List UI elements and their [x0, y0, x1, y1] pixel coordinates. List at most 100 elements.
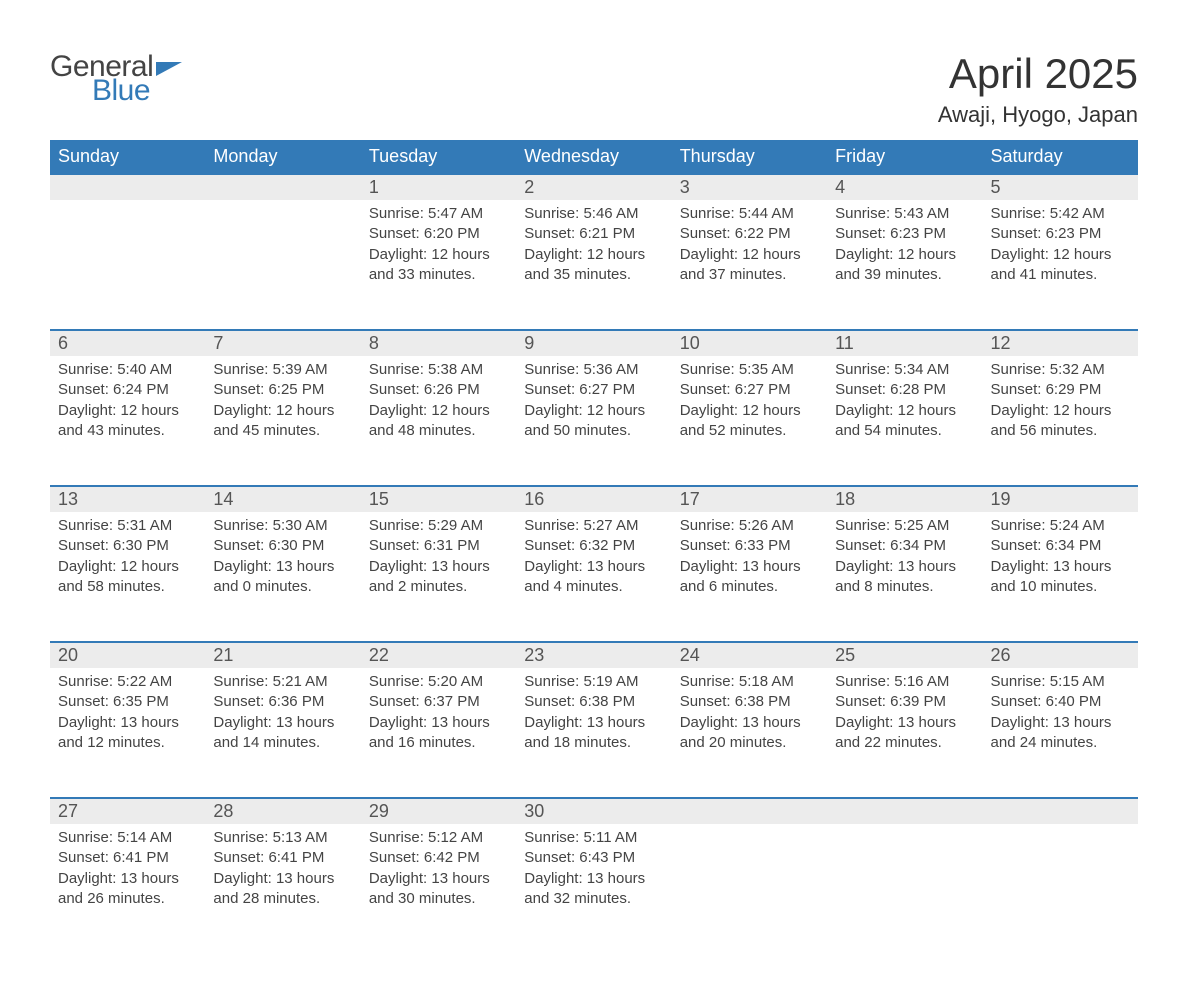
day-content: Sunrise: 5:25 AMSunset: 6:34 PMDaylight:… [827, 512, 982, 605]
daylight1-text: Daylight: 13 hours [369, 713, 508, 733]
daylight1-text: Daylight: 12 hours [524, 401, 663, 421]
day-number-cell: 24 [672, 642, 827, 668]
day-cell: Sunrise: 5:27 AMSunset: 6:32 PMDaylight:… [516, 512, 671, 642]
sunset-text: Sunset: 6:39 PM [835, 692, 974, 712]
sunrise-text: Sunrise: 5:12 AM [369, 828, 508, 848]
day-cell: Sunrise: 5:21 AMSunset: 6:36 PMDaylight:… [205, 668, 360, 798]
sunrise-text: Sunrise: 5:26 AM [680, 516, 819, 536]
day-cell [983, 824, 1138, 954]
day-cell: Sunrise: 5:30 AMSunset: 6:30 PMDaylight:… [205, 512, 360, 642]
daylight2-text: and 32 minutes. [524, 889, 663, 909]
sunrise-text: Sunrise: 5:13 AM [213, 828, 352, 848]
daylight2-text: and 56 minutes. [991, 421, 1130, 441]
day-content: Sunrise: 5:47 AMSunset: 6:20 PMDaylight:… [361, 200, 516, 293]
day-content: Sunrise: 5:40 AMSunset: 6:24 PMDaylight:… [50, 356, 205, 449]
sunset-text: Sunset: 6:27 PM [680, 380, 819, 400]
sunset-text: Sunset: 6:41 PM [58, 848, 197, 868]
day-content: Sunrise: 5:13 AMSunset: 6:41 PMDaylight:… [205, 824, 360, 917]
daylight2-text: and 35 minutes. [524, 265, 663, 285]
sunrise-text: Sunrise: 5:19 AM [524, 672, 663, 692]
daylight1-text: Daylight: 12 hours [835, 401, 974, 421]
daylight1-text: Daylight: 13 hours [524, 713, 663, 733]
day-number-cell: 30 [516, 798, 671, 824]
day-cell: Sunrise: 5:43 AMSunset: 6:23 PMDaylight:… [827, 200, 982, 330]
day-cell: Sunrise: 5:42 AMSunset: 6:23 PMDaylight:… [983, 200, 1138, 330]
sunrise-text: Sunrise: 5:31 AM [58, 516, 197, 536]
daylight2-text: and 14 minutes. [213, 733, 352, 753]
day-number-cell: 23 [516, 642, 671, 668]
daylight1-text: Daylight: 13 hours [524, 869, 663, 889]
daylight2-text: and 41 minutes. [991, 265, 1130, 285]
day-number-row: 6789101112 [50, 330, 1138, 356]
sunset-text: Sunset: 6:23 PM [835, 224, 974, 244]
daylight1-text: Daylight: 13 hours [991, 713, 1130, 733]
day-content: Sunrise: 5:30 AMSunset: 6:30 PMDaylight:… [205, 512, 360, 605]
weekday-header: Tuesday [361, 140, 516, 174]
day-number-cell: 4 [827, 174, 982, 200]
sunrise-text: Sunrise: 5:21 AM [213, 672, 352, 692]
sunrise-text: Sunrise: 5:14 AM [58, 828, 197, 848]
daylight2-text: and 28 minutes. [213, 889, 352, 909]
day-number-cell [50, 174, 205, 200]
day-number-cell: 3 [672, 174, 827, 200]
weekday-header-row: Sunday Monday Tuesday Wednesday Thursday… [50, 140, 1138, 174]
daylight2-text: and 24 minutes. [991, 733, 1130, 753]
daylight2-text: and 37 minutes. [680, 265, 819, 285]
sunrise-text: Sunrise: 5:32 AM [991, 360, 1130, 380]
daylight2-text: and 0 minutes. [213, 577, 352, 597]
sunrise-text: Sunrise: 5:16 AM [835, 672, 974, 692]
day-number-cell: 18 [827, 486, 982, 512]
day-cell: Sunrise: 5:36 AMSunset: 6:27 PMDaylight:… [516, 356, 671, 486]
day-content: Sunrise: 5:15 AMSunset: 6:40 PMDaylight:… [983, 668, 1138, 761]
sunset-text: Sunset: 6:32 PM [524, 536, 663, 556]
daylight2-text: and 30 minutes. [369, 889, 508, 909]
day-cell [827, 824, 982, 954]
daylight1-text: Daylight: 12 hours [369, 245, 508, 265]
daylight2-text: and 26 minutes. [58, 889, 197, 909]
daylight2-text: and 39 minutes. [835, 265, 974, 285]
daylight1-text: Daylight: 12 hours [680, 245, 819, 265]
day-number-cell: 6 [50, 330, 205, 356]
day-cell: Sunrise: 5:35 AMSunset: 6:27 PMDaylight:… [672, 356, 827, 486]
daylight2-text: and 6 minutes. [680, 577, 819, 597]
sunrise-text: Sunrise: 5:40 AM [58, 360, 197, 380]
sunset-text: Sunset: 6:31 PM [369, 536, 508, 556]
daylight1-text: Daylight: 12 hours [680, 401, 819, 421]
daylight1-text: Daylight: 13 hours [213, 713, 352, 733]
daylight2-text: and 52 minutes. [680, 421, 819, 441]
daylight2-text: and 20 minutes. [680, 733, 819, 753]
sunset-text: Sunset: 6:26 PM [369, 380, 508, 400]
sunrise-text: Sunrise: 5:34 AM [835, 360, 974, 380]
day-number-row: 27282930 [50, 798, 1138, 824]
day-cell: Sunrise: 5:16 AMSunset: 6:39 PMDaylight:… [827, 668, 982, 798]
header: General Blue April 2025 Awaji, Hyogo, Ja… [50, 50, 1138, 128]
sunrise-text: Sunrise: 5:43 AM [835, 204, 974, 224]
daylight1-text: Daylight: 13 hours [524, 557, 663, 577]
day-cell: Sunrise: 5:15 AMSunset: 6:40 PMDaylight:… [983, 668, 1138, 798]
daylight1-text: Daylight: 12 hours [835, 245, 974, 265]
week-content-row: Sunrise: 5:31 AMSunset: 6:30 PMDaylight:… [50, 512, 1138, 642]
day-content: Sunrise: 5:21 AMSunset: 6:36 PMDaylight:… [205, 668, 360, 761]
day-cell: Sunrise: 5:11 AMSunset: 6:43 PMDaylight:… [516, 824, 671, 954]
day-content: Sunrise: 5:26 AMSunset: 6:33 PMDaylight:… [672, 512, 827, 605]
day-content: Sunrise: 5:24 AMSunset: 6:34 PMDaylight:… [983, 512, 1138, 605]
sunrise-text: Sunrise: 5:38 AM [369, 360, 508, 380]
daylight2-text: and 22 minutes. [835, 733, 974, 753]
day-cell: Sunrise: 5:46 AMSunset: 6:21 PMDaylight:… [516, 200, 671, 330]
day-cell [672, 824, 827, 954]
day-content: Sunrise: 5:34 AMSunset: 6:28 PMDaylight:… [827, 356, 982, 449]
sunrise-text: Sunrise: 5:36 AM [524, 360, 663, 380]
sunset-text: Sunset: 6:23 PM [991, 224, 1130, 244]
day-number-cell [983, 798, 1138, 824]
logo-flag-icon [156, 62, 182, 76]
sunset-text: Sunset: 6:35 PM [58, 692, 197, 712]
daylight1-text: Daylight: 12 hours [524, 245, 663, 265]
daylight2-text: and 2 minutes. [369, 577, 508, 597]
day-cell: Sunrise: 5:38 AMSunset: 6:26 PMDaylight:… [361, 356, 516, 486]
daylight2-text: and 43 minutes. [58, 421, 197, 441]
daylight1-text: Daylight: 12 hours [213, 401, 352, 421]
day-content: Sunrise: 5:39 AMSunset: 6:25 PMDaylight:… [205, 356, 360, 449]
day-cell: Sunrise: 5:44 AMSunset: 6:22 PMDaylight:… [672, 200, 827, 330]
day-number-cell: 9 [516, 330, 671, 356]
sunset-text: Sunset: 6:22 PM [680, 224, 819, 244]
